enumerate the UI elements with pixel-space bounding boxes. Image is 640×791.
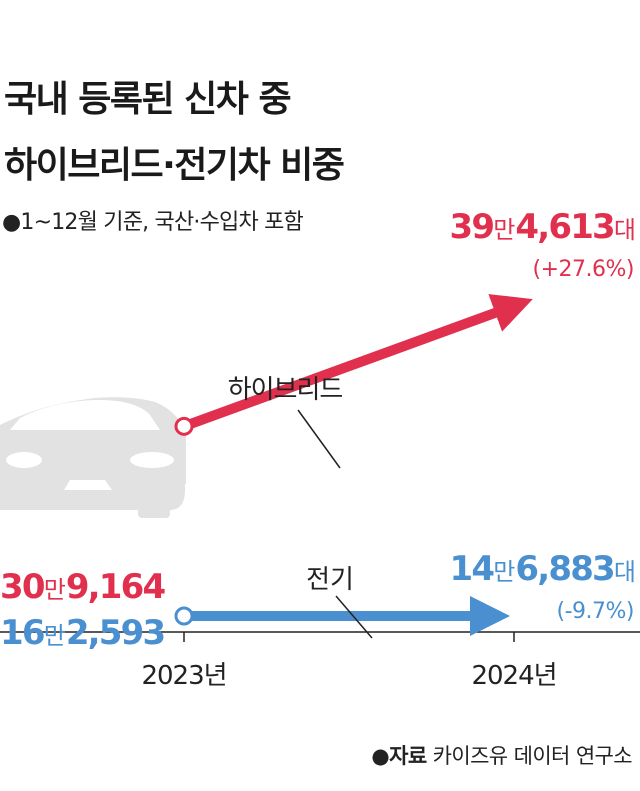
source-text: 카이즈유 데이터 연구소 bbox=[432, 744, 633, 768]
hybrid-series-name: 하이브리드 bbox=[228, 375, 343, 405]
hybrid-change-label: (+27.6%) bbox=[533, 257, 635, 282]
x-tick-label-2024: 2024년 bbox=[471, 661, 556, 691]
hybrid-leader-line bbox=[297, 409, 341, 469]
chart-subtitle: ●1~12월 기준, 국산·수입차 포함 bbox=[2, 210, 304, 235]
source-note: ●자료 카이즈유 데이터 연구소 bbox=[371, 740, 632, 770]
page-title-line1: 국내 등록된 신차 중 bbox=[4, 79, 292, 120]
electric-start-point bbox=[174, 606, 194, 626]
hybrid-end-value-label: 39만4,613대 bbox=[450, 207, 636, 247]
hybrid-start-point bbox=[174, 416, 194, 436]
car-icon bbox=[0, 397, 186, 518]
hybrid-series-line bbox=[182, 294, 533, 432]
electric-end-value-label: 14만6,883대 bbox=[450, 549, 636, 589]
electric-change-label: (-9.7%) bbox=[557, 599, 635, 624]
hybrid-start-value-label: 30만9,164 bbox=[0, 567, 166, 607]
electric-series-name: 전기 bbox=[306, 565, 354, 595]
page-title-line2: 하이브리드·전기차 비중 bbox=[4, 145, 345, 186]
electric-start-value-label: 16만2,593 bbox=[0, 613, 164, 653]
source-label: ●자료 bbox=[371, 744, 427, 768]
x-tick-label-2023: 2023년 bbox=[141, 661, 226, 691]
electric-leader-line bbox=[335, 595, 373, 639]
